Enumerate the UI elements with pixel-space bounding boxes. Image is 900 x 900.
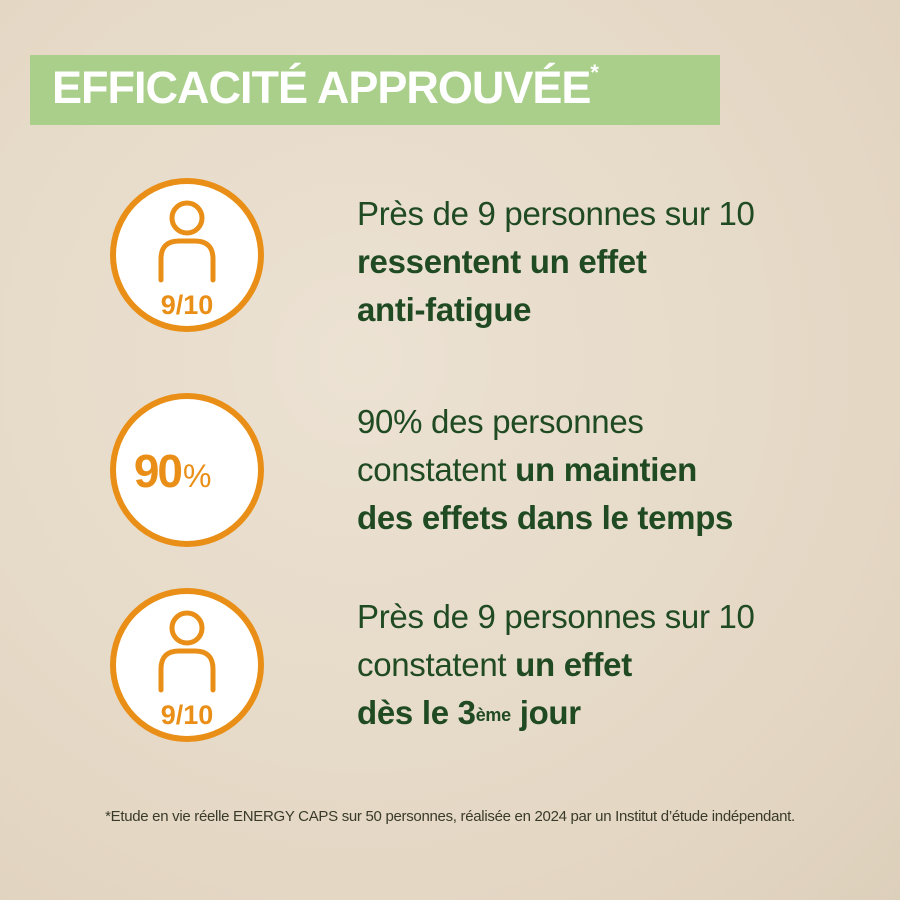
statement-text: Près de 9 personnes sur 10 — [357, 598, 755, 635]
statement-text: jour — [510, 694, 581, 731]
title-text: EFFICACITÉ APPROUVÉE — [52, 62, 591, 113]
statement-text: constatent — [357, 451, 516, 488]
badge: 90 % — [110, 393, 264, 547]
statement-text: un effet — [515, 646, 632, 683]
statement-text: constatent — [357, 646, 516, 683]
statement-line: Près de 9 personnes sur 10 — [357, 190, 877, 238]
badge-unit: % — [183, 458, 211, 494]
statement-text: Près de 9 personnes sur 10 — [357, 195, 755, 232]
statement-text: 90% des personnes — [357, 403, 644, 440]
badge-number: 90 — [134, 445, 182, 497]
badge: 9/10 — [110, 588, 264, 742]
badge: 9/10 — [110, 178, 264, 332]
title-asterisk: * — [590, 60, 599, 85]
title-band — [30, 55, 720, 125]
statement-line: dès le 3ème jour — [357, 689, 877, 737]
title: EFFICACITÉ APPROUVÉE* — [52, 60, 599, 114]
statement-text: dès le 3 — [357, 694, 476, 731]
statement-text: anti-fatigue — [357, 291, 532, 328]
statement: 90% des personnes constatent un maintien d… — [357, 398, 877, 542]
statement-line: ressentent un effet — [357, 238, 877, 286]
statement-text: ème — [475, 705, 511, 725]
statement-line: Près de 9 personnes sur 10 — [357, 593, 877, 641]
statement-line: des effets dans le temps — [357, 494, 877, 542]
statement-text: un maintien — [515, 451, 698, 488]
badge-label: 9/10 — [161, 290, 214, 320]
statement-line: constatent un maintien — [357, 446, 877, 494]
badge-label: 9/10 — [161, 700, 214, 730]
statement-line: anti-fatigue — [357, 286, 877, 334]
statement: Près de 9 personnes sur 10 constatent un … — [357, 593, 877, 737]
footnote: *Etude en vie réelle ENERGY CAPS sur 50 … — [105, 808, 795, 825]
statement-line: constatent un effet — [357, 641, 877, 689]
statement-text: ressentent un effet — [357, 243, 647, 280]
statement: Près de 9 personnes sur 10 ressentent un … — [357, 190, 877, 334]
statement-text: des effets dans le temps — [357, 499, 734, 536]
statement-line: 90% des personnes — [357, 398, 877, 446]
